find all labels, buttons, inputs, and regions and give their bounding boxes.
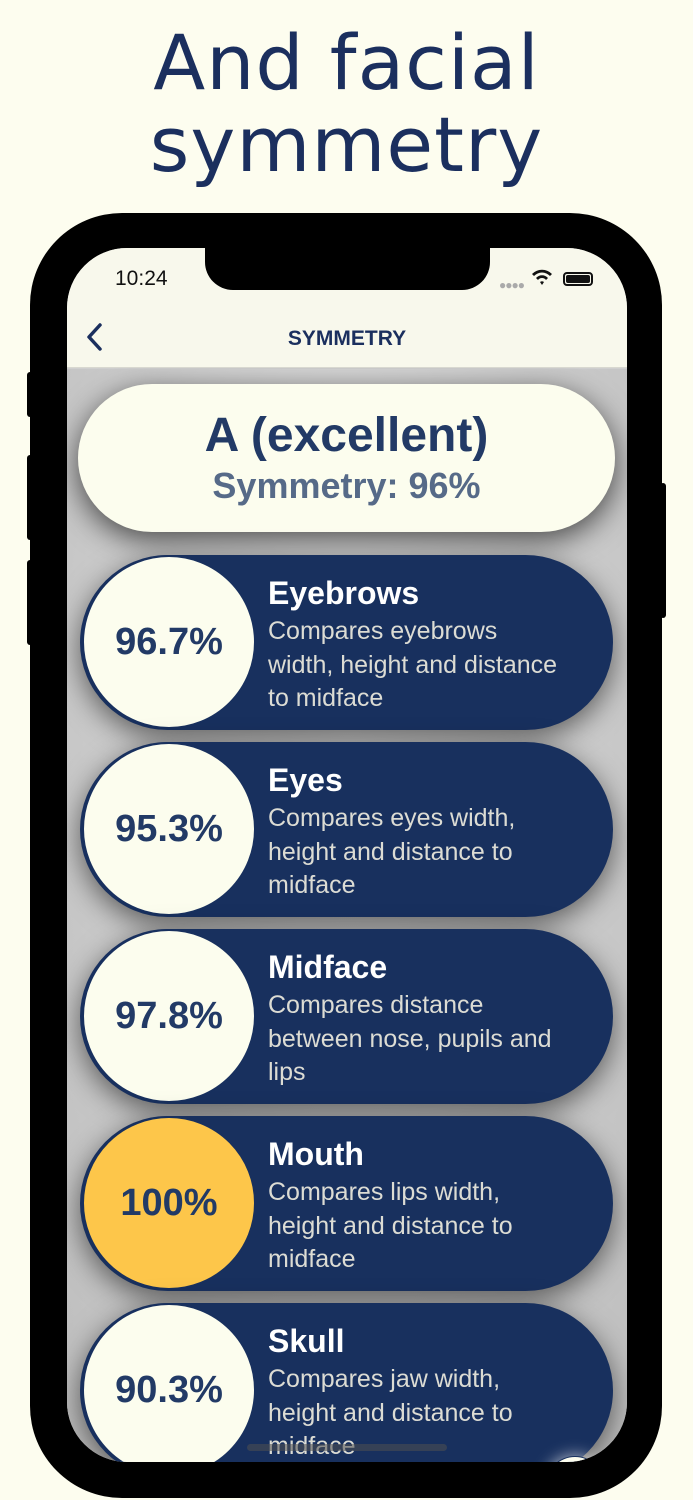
phone-screen: A (excellent) Symmetry: 96% 96.7% Eyebro…	[67, 248, 627, 1462]
symmetry-card-midface[interactable]: 97.8% Midface Compares distance between …	[80, 929, 613, 1104]
notch	[205, 248, 490, 290]
signal-icon: ●●●●	[499, 278, 525, 292]
headline-line-2: symmetry	[149, 100, 544, 189]
headline-line-1: And facial	[153, 18, 540, 107]
battery-icon	[563, 272, 593, 286]
score-circle: 90.3%	[82, 1303, 256, 1462]
phone-power-button	[660, 483, 666, 618]
score-circle: 95.3%	[82, 742, 256, 916]
status-time: 10:24	[115, 267, 168, 290]
content-area[interactable]: A (excellent) Symmetry: 96% 96.7% Eyebro…	[67, 369, 627, 1462]
wifi-icon	[532, 269, 552, 285]
card-description: Compares distance between nose, pupils a…	[268, 991, 552, 1086]
grade-card: A (excellent) Symmetry: 96%	[78, 384, 615, 532]
card-description: Compares eyes width, height and distance…	[268, 804, 516, 899]
home-indicator[interactable]	[247, 1444, 447, 1451]
symmetry-card-skull[interactable]: 90.3% Skull Compares jaw width, height a…	[80, 1303, 613, 1462]
card-title: Eyebrows	[268, 575, 420, 611]
symmetry-card-mouth[interactable]: 100% Mouth Compares lips width, height a…	[80, 1116, 613, 1291]
nav-title: SYMMETRY	[287, 327, 407, 350]
card-title: Eyes	[268, 762, 343, 798]
card-description: Compares eyebrows width, height and dist…	[268, 617, 558, 712]
card-description: Compares lips width, height and distance…	[268, 1178, 513, 1273]
headline: And facial symmetry	[0, 22, 693, 186]
back-chevron-icon[interactable]	[85, 322, 105, 352]
symmetry-card-eyes[interactable]: 95.3% Eyes Compares eyes width, height a…	[80, 742, 613, 917]
card-title: Skull	[268, 1323, 345, 1359]
score-circle: 97.8%	[82, 929, 256, 1103]
score-circle: 100%	[82, 1116, 256, 1290]
grade-title: A (excellent)	[204, 409, 489, 462]
symmetry-card-eyebrows[interactable]: 96.7% Eyebrows Compares eyebrows width, …	[80, 555, 613, 730]
card-title: Midface	[268, 949, 388, 985]
card-title: Mouth	[268, 1136, 364, 1172]
score-circle: 96.7%	[82, 555, 256, 729]
grade-subtitle: Symmetry: 96%	[212, 465, 481, 506]
